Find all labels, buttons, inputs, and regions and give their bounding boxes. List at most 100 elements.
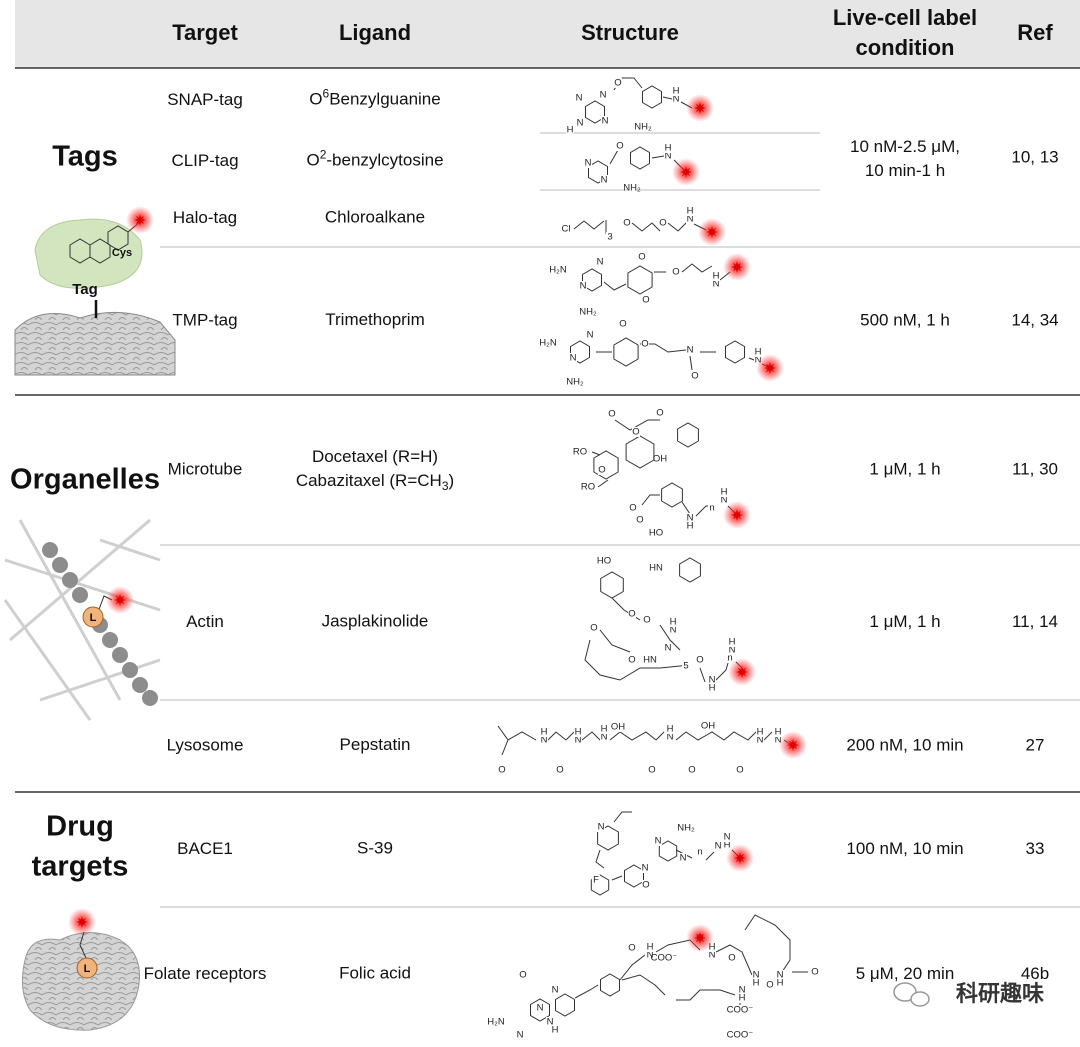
- atom-label: COO⁻: [727, 1005, 754, 1016]
- atom-label: H: [777, 978, 784, 989]
- ring: [661, 482, 683, 508]
- ligand-part: O: [306, 151, 319, 170]
- atom-label: N: [667, 732, 674, 743]
- atom-label: O: [614, 78, 621, 89]
- atom-bg: [696, 847, 704, 857]
- atom-bg: [590, 623, 598, 633]
- atom-label: H: [667, 724, 674, 735]
- atom-bg: [600, 556, 608, 566]
- atom-bg: [571, 377, 579, 387]
- atom-label: H: [709, 942, 716, 953]
- ligand: Jasplakinolide: [322, 612, 429, 631]
- bond: [681, 501, 691, 515]
- bond: [599, 629, 631, 653]
- atom-bg: [492, 1017, 500, 1027]
- ring: [600, 973, 620, 997]
- atom-bg: [596, 257, 604, 267]
- atom-label: N: [585, 158, 592, 169]
- bond: [609, 149, 619, 165]
- atom-bg: [708, 683, 716, 693]
- atom-bg: [708, 942, 716, 952]
- atom-bg: [628, 655, 636, 665]
- atom-label: O: [643, 615, 650, 626]
- atom-bg: [682, 823, 690, 833]
- condition: 10 nM-2.5 μM,: [850, 137, 960, 156]
- condition: 500 nM, 1 h: [860, 310, 950, 329]
- ligand-part: Docetaxel (R=H): [312, 447, 438, 466]
- atom-bg: [576, 447, 584, 457]
- atom-label: H: [687, 206, 694, 217]
- bond: [565, 731, 575, 741]
- ligand: Pepstatin: [340, 735, 411, 754]
- organelle-illustration: [3, 518, 161, 721]
- atom-bg: [752, 978, 760, 988]
- atom-label: O: [616, 141, 623, 152]
- ref: 11, 30: [1012, 459, 1058, 478]
- ring: [590, 874, 610, 896]
- condition: 100 nM, 10 min: [846, 839, 963, 858]
- group-label: Drug: [46, 811, 114, 843]
- illustration-label: L: [84, 963, 91, 975]
- atom-bg: [540, 727, 548, 737]
- ref: 14, 34: [1011, 310, 1058, 329]
- atom-bg: [686, 513, 694, 523]
- bond: [744, 914, 791, 976]
- atom-bg: [726, 653, 734, 663]
- atom-label: COO⁻: [727, 1030, 754, 1041]
- target: SNAP-tag: [167, 90, 243, 109]
- atom-bg: [608, 409, 616, 419]
- atom-bg: [664, 143, 672, 153]
- atom-label: N: [587, 330, 594, 341]
- atom-label: H: [755, 347, 762, 358]
- atom-label: H: [567, 125, 574, 136]
- atom-label: N: [647, 950, 654, 961]
- target: BACE1: [177, 839, 233, 858]
- atom-label: N: [713, 279, 720, 290]
- atom-label: O: [628, 609, 635, 620]
- atom-bg: [672, 94, 680, 104]
- atom-bg: [672, 86, 680, 96]
- atom-label: H: [721, 487, 728, 498]
- atom-label: N: [777, 970, 784, 981]
- atom-label: N: [580, 281, 587, 292]
- atom-bg: [641, 339, 649, 349]
- ligand: Cabazitaxel (R=CH3): [296, 471, 454, 493]
- bond: [655, 731, 665, 741]
- atom-label: N: [757, 735, 764, 746]
- atom-bg: [664, 643, 672, 653]
- atom-label: NH₂: [623, 183, 641, 194]
- atom-label: N: [655, 836, 662, 847]
- watermark: 科研趣味: [956, 981, 1044, 1006]
- condition: 1 μM, 1 h: [869, 459, 940, 478]
- target: Lysosome: [167, 735, 244, 754]
- atom-label: H: [757, 727, 764, 738]
- atom-bg: [664, 151, 672, 161]
- atom-bg: [752, 970, 760, 980]
- ligand-part: O: [309, 90, 322, 109]
- atom-bg: [623, 218, 631, 228]
- atom-bg: [632, 427, 640, 437]
- bond: [584, 639, 691, 681]
- ligand: O6Benzylguanine: [309, 87, 440, 109]
- atom-bg: [754, 347, 762, 357]
- atom-label: NH₂: [677, 823, 695, 834]
- atom-label: O: [642, 295, 649, 306]
- group-label: Organelles: [10, 464, 160, 496]
- atom-bg: [776, 970, 784, 980]
- atom-bg: [756, 727, 764, 737]
- atom-label: N: [602, 116, 609, 127]
- atom-bg: [708, 950, 716, 960]
- fluorophore: [706, 226, 718, 238]
- bond: [611, 875, 623, 881]
- atom-bg: [686, 521, 694, 531]
- atom-bg: [646, 942, 654, 952]
- atom-label: N: [597, 257, 604, 268]
- target: Microtube: [168, 459, 243, 478]
- atom-label: N: [537, 1003, 544, 1014]
- atom-bg: [536, 1003, 544, 1013]
- atom-bg: [586, 330, 594, 340]
- ligand-part: S-39: [357, 839, 393, 858]
- fluorophore: [76, 916, 88, 928]
- ring: [677, 422, 699, 448]
- bond: [597, 479, 609, 488]
